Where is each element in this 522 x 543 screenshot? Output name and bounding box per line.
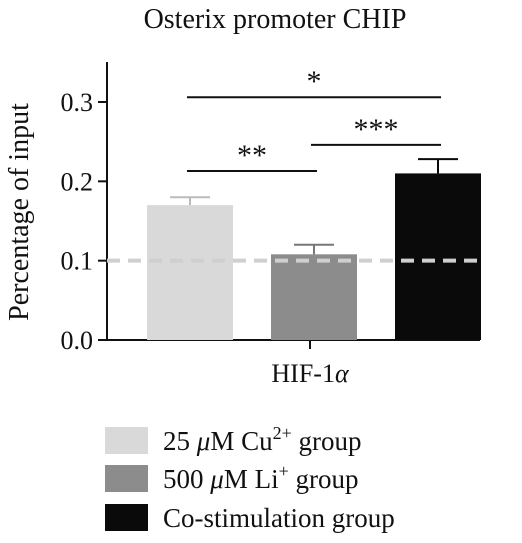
y-tick-label-0: 0.0: [61, 326, 94, 355]
significance-label-0: *: [307, 65, 322, 98]
plot-area: 0.00.10.20.3******: [61, 62, 481, 355]
category-label: HIF-1α: [271, 359, 350, 388]
legend-label-0: 25 μM Cu2+ group: [163, 423, 362, 456]
y-axis-label: Percentage of input: [4, 103, 35, 321]
legend-label-2: Co-stimulation group: [163, 503, 395, 533]
legend-swatch-2: [105, 504, 148, 531]
y-tick-label-2: 0.2: [61, 167, 94, 196]
legend-label-1: 500 μM Li+ group: [163, 461, 358, 494]
bar-0: [147, 205, 233, 340]
legend-swatch-1: [105, 465, 148, 492]
legend: 25 μM Cu2+ group 500 μM Li+ group Co-stimu…: [105, 423, 395, 533]
y-tick-label-1: 0.1: [61, 247, 94, 276]
bar-2: [395, 173, 481, 340]
error-bar-2: [418, 158, 458, 174]
y-tick-label-3: 0.3: [61, 88, 94, 117]
significance-label-1: ***: [354, 113, 399, 146]
error-bar-1: [294, 243, 334, 255]
error-bar-0: [170, 196, 210, 206]
significance-label-2: **: [237, 139, 267, 172]
bar-1: [271, 254, 357, 340]
chart-title: Osterix promoter CHIP: [144, 4, 407, 35]
legend-swatch-0: [105, 427, 148, 454]
